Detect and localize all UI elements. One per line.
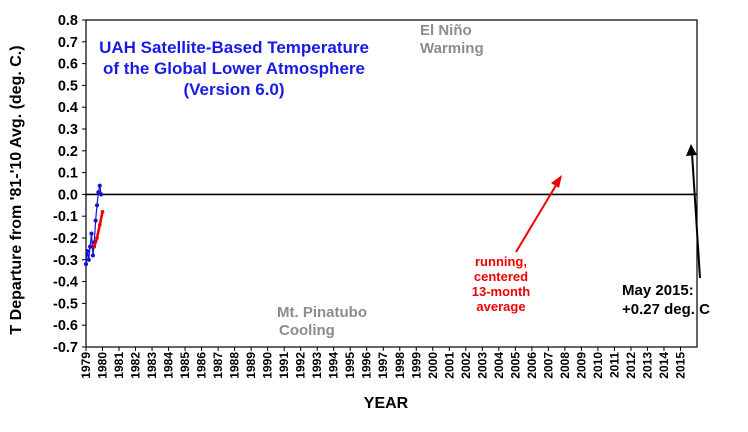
- monthly-data-point: [93, 218, 98, 223]
- x-tick-label: 1985: [178, 352, 192, 379]
- x-tick-label: 1992: [294, 352, 308, 379]
- x-tick-label: 2012: [624, 352, 638, 379]
- y-tick-label: 0.2: [58, 144, 78, 160]
- x-axis-ticks: 1979 1980 1981 1982 1983 1984 1985 1986 1987 1988…: [79, 347, 687, 379]
- x-tick-label: 1986: [195, 352, 209, 379]
- x-tick-label: 2005: [508, 352, 522, 379]
- latest-value-annotation: May 2015: +0.27 deg. C: [622, 144, 710, 318]
- latest-line-1: May 2015:: [622, 282, 694, 299]
- running-avg-line-3: 13-month: [472, 284, 531, 299]
- chart-title-line-2: of the Global Lower Atmosphere: [103, 59, 365, 78]
- x-tick-label: 2014: [657, 352, 671, 379]
- y-tick-label: 0.6: [58, 57, 78, 73]
- el-nino-annotation: El Niño Warming: [420, 22, 484, 57]
- x-axis-title: YEAR: [364, 395, 409, 412]
- monthly-data-point: [85, 248, 90, 254]
- x-tick-label: 2000: [426, 352, 440, 379]
- x-tick-label: 2007: [541, 352, 555, 379]
- monthly-data-point: [94, 203, 100, 208]
- el-nino-line-1: El Niño: [420, 22, 472, 39]
- x-tick-label: 2010: [591, 352, 605, 379]
- y-tick-label: 0.5: [58, 78, 78, 94]
- monthly-data-point: [83, 262, 89, 267]
- y-tick-label: -0.7: [53, 340, 78, 356]
- pinatubo-line-2: Cooling: [279, 322, 335, 339]
- pinatubo-annotation: Mt. Pinatubo Cooling: [277, 304, 367, 339]
- pinatubo-line-1: Mt. Pinatubo: [277, 304, 367, 321]
- running-average-line: [93, 211, 104, 248]
- y-tick-label: -0.4: [53, 275, 78, 291]
- x-tick-label: 1980: [96, 352, 110, 379]
- x-tick-label: 1991: [277, 352, 291, 379]
- x-tick-label: 1990: [261, 352, 275, 379]
- y-tick-label: 0.3: [58, 122, 78, 138]
- x-tick-label: 1982: [129, 352, 143, 379]
- x-tick-label: 1984: [162, 352, 176, 379]
- monthly-data-point: [97, 183, 102, 188]
- el-nino-line-2: Warming: [420, 40, 484, 57]
- running-average-point: [95, 236, 99, 240]
- y-tick-label: 0.4: [58, 100, 78, 116]
- chart-title-line-3: (Version 6.0): [183, 80, 284, 99]
- x-tick-label: 2009: [574, 352, 588, 379]
- x-tick-label: 2001: [442, 352, 456, 379]
- x-tick-label: 2006: [525, 352, 539, 379]
- monthly-data-point: [99, 192, 104, 197]
- running-average-series: [92, 210, 105, 249]
- x-tick-label: 2011: [607, 352, 621, 378]
- x-tick-label: 1996: [360, 352, 374, 379]
- x-tick-label: 2008: [558, 352, 572, 379]
- running-average-annotation: running, centered 13-month average: [472, 175, 562, 314]
- axes-frame: [85, 19, 698, 348]
- running-avg-arrowhead: [551, 175, 562, 188]
- x-tick-label: 1983: [145, 352, 159, 379]
- x-tick-label: 1989: [244, 352, 258, 379]
- latest-arrowhead: [686, 144, 697, 156]
- y-axis-ticks: 0.8 0.7 0.6 0.5 0.4 0.3 0.2 0.1 0.0 -0.1 -0.2 -0.3 -…: [53, 13, 86, 356]
- x-tick-label: 1994: [327, 352, 341, 379]
- y-tick-label: -0.2: [53, 231, 78, 247]
- monthly-data-point: [88, 244, 93, 249]
- x-tick-label: 1998: [393, 352, 407, 379]
- y-tick-label: 0.1: [58, 166, 78, 182]
- monthly-series: [83, 183, 104, 267]
- latest-arrow: [691, 152, 701, 279]
- running-average-point: [92, 244, 97, 249]
- running-avg-line-4: average: [476, 299, 525, 314]
- x-tick-label: 1995: [343, 352, 357, 379]
- monthly-data-point: [86, 257, 91, 262]
- monthly-data-point: [90, 253, 95, 258]
- x-tick-label: 2004: [492, 352, 506, 379]
- y-tick-label: -0.5: [53, 296, 78, 312]
- x-tick-label: 1981: [112, 352, 126, 379]
- running-average-point: [97, 223, 102, 227]
- chart-title: UAH Satellite-Based Temperature of the G…: [99, 38, 369, 99]
- running-avg-arrow: [515, 181, 559, 253]
- plot-area-border: [85, 19, 698, 348]
- x-tick-label: 1993: [310, 352, 324, 379]
- latest-line-2: +0.27 deg. C: [622, 301, 710, 318]
- x-tick-label: 2013: [640, 352, 654, 379]
- y-tick-label: 0.7: [58, 35, 78, 51]
- x-tick-label: 2003: [475, 352, 489, 379]
- y-tick-label: -0.6: [53, 318, 78, 334]
- y-tick-label: 0.8: [58, 13, 78, 29]
- x-tick-label: 2002: [459, 352, 473, 379]
- monthly-data-point: [89, 231, 94, 236]
- running-avg-line-2: centered: [474, 269, 528, 284]
- x-tick-label: 1999: [409, 352, 423, 379]
- running-avg-line-1: running,: [475, 254, 527, 269]
- x-tick-label: 1997: [376, 352, 390, 379]
- running-average-point: [100, 210, 105, 214]
- x-tick-label: 1979: [79, 352, 93, 379]
- x-tick-label: 1987: [211, 352, 225, 379]
- y-tick-label: -0.1: [53, 209, 78, 225]
- chart-title-line-1: UAH Satellite-Based Temperature: [99, 38, 369, 57]
- y-axis-title: T Departure from '81-'10 Avg. (deg. C.): [8, 45, 25, 334]
- y-tick-label: -0.3: [53, 253, 78, 269]
- y-tick-label: 0.0: [58, 187, 78, 203]
- x-tick-label: 2015: [673, 352, 687, 379]
- x-tick-label: 1988: [228, 352, 242, 379]
